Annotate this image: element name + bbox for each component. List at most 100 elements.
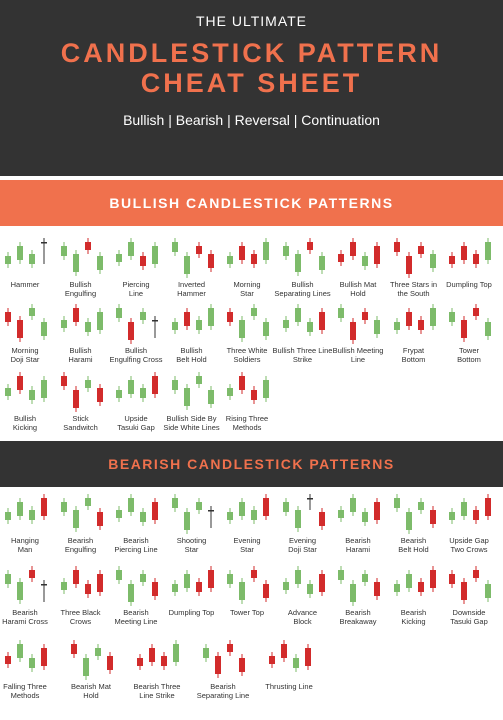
bearish-candle bbox=[318, 312, 325, 330]
candlestick-pattern-icon bbox=[171, 304, 214, 334]
bearish-pattern: Three Black Crows bbox=[51, 562, 111, 626]
bearish-candle bbox=[350, 322, 356, 340]
bullish-candle bbox=[293, 658, 299, 668]
bullish-candle bbox=[116, 308, 122, 318]
bullish-candle bbox=[227, 256, 233, 264]
doji-candle bbox=[41, 584, 47, 586]
bearish-candle bbox=[72, 390, 79, 408]
bullish-candle bbox=[195, 502, 202, 510]
candlestick-pattern-icon bbox=[393, 494, 436, 534]
bearish-candle bbox=[84, 242, 91, 250]
bullish-section-title: BULLISH CANDLESTICK PATTERNS bbox=[109, 195, 394, 211]
pattern-label: Bearish Belt Hold bbox=[398, 536, 429, 554]
bullish-candle bbox=[128, 242, 134, 256]
bullish-candle bbox=[152, 246, 158, 264]
candlestick-pattern-icon bbox=[282, 566, 325, 598]
pattern-label: Thrusting Line bbox=[265, 682, 313, 691]
bullish-pattern: Morning Doji Star bbox=[0, 300, 55, 364]
bullish-candle bbox=[362, 574, 368, 582]
bullish-candle bbox=[83, 658, 89, 676]
pattern-label: Tower Top bbox=[229, 608, 265, 617]
bearish-candle bbox=[72, 570, 79, 584]
bearish-candle bbox=[318, 574, 325, 592]
candlestick-pattern-icon bbox=[60, 372, 103, 412]
candlestick-pattern-icon bbox=[171, 494, 214, 534]
bearish-candle bbox=[29, 570, 35, 578]
candlestick-pattern-icon bbox=[227, 566, 269, 604]
pattern-label: Bearish Piercing Line bbox=[114, 536, 158, 554]
bearish-section-title: BEARISH CANDLESTICK PATTERNS bbox=[108, 456, 395, 472]
bullish-candle bbox=[282, 502, 289, 512]
bullish-candle bbox=[116, 510, 122, 518]
doji-candle bbox=[41, 242, 47, 244]
candlestick-pattern-icon bbox=[5, 566, 47, 604]
candlestick-pattern-icon bbox=[116, 304, 158, 344]
bearish-pattern: Bearish Meeting Line bbox=[106, 562, 166, 626]
bullish-candle bbox=[41, 322, 47, 336]
bearish-candle bbox=[417, 320, 424, 330]
bullish-candle bbox=[96, 312, 103, 330]
pattern-label: Three Black Crows bbox=[60, 608, 101, 626]
bullish-candle bbox=[140, 388, 146, 398]
bearish-pattern: Thrusting Line bbox=[259, 636, 319, 691]
bullish-candle bbox=[449, 512, 455, 520]
bearish-candle bbox=[96, 512, 103, 526]
pattern-label: Bullish Mat Hold bbox=[339, 280, 377, 298]
candlestick-pattern-icon bbox=[393, 566, 436, 596]
bullish-candle bbox=[171, 498, 178, 508]
bearish-candle bbox=[183, 312, 190, 326]
bullish-candle bbox=[183, 256, 190, 274]
bearish-pattern: Bearish Engulfing bbox=[51, 490, 111, 554]
bullish-candle bbox=[485, 584, 491, 598]
bullish-candle bbox=[84, 322, 91, 332]
candlestick-pattern-icon bbox=[203, 640, 245, 678]
bullish-pattern: Bullish Side By Side White Lines bbox=[162, 368, 222, 432]
pattern-label: Falling Three Methods bbox=[3, 682, 47, 700]
bearish-candle bbox=[473, 308, 479, 316]
bullish-candle bbox=[203, 648, 209, 658]
bearish-candle bbox=[305, 648, 311, 666]
pattern-label: Inverted Hammer bbox=[177, 280, 206, 298]
bullish-candle bbox=[393, 584, 400, 592]
bearish-candle bbox=[96, 574, 103, 592]
bearish-candle bbox=[17, 376, 23, 390]
pattern-label: Upside Tasuki Gap bbox=[117, 414, 155, 432]
candlestick-pattern-icon bbox=[269, 640, 311, 672]
candlestick-pattern-icon bbox=[116, 494, 158, 526]
candlestick-pattern-icon bbox=[282, 494, 325, 532]
pattern-label: Hanging Man bbox=[11, 536, 39, 554]
bullish-candle bbox=[207, 390, 214, 404]
bearish-candle bbox=[195, 582, 202, 592]
bullish-candle bbox=[72, 254, 79, 272]
bullish-candle bbox=[207, 308, 214, 326]
bearish-candle bbox=[207, 254, 214, 268]
candlestick-pattern-icon bbox=[393, 304, 436, 334]
bearish-candle bbox=[41, 498, 47, 516]
bearish-candle bbox=[461, 246, 467, 260]
bearish-candle bbox=[374, 246, 380, 264]
pattern-label: Hammer bbox=[10, 280, 40, 289]
bullish-pattern: Bullish Engulfing Cross bbox=[106, 300, 166, 364]
bearish-candle bbox=[251, 570, 257, 578]
bearish-candle bbox=[251, 390, 257, 400]
pattern-label: Bullish Engulfing bbox=[64, 280, 97, 298]
bullish-candle bbox=[227, 512, 233, 520]
pattern-label: Bearish Separating Line bbox=[196, 682, 250, 700]
bullish-candle bbox=[5, 574, 11, 584]
bearish-pattern: Tower Top bbox=[217, 562, 277, 617]
bearish-candle bbox=[393, 242, 400, 252]
bearish-candle bbox=[362, 312, 368, 320]
bullish-candle bbox=[128, 584, 134, 602]
bearish-candle bbox=[149, 648, 155, 662]
bearish-candle bbox=[207, 570, 214, 588]
bearish-candle bbox=[429, 570, 436, 588]
bullish-candle bbox=[60, 246, 67, 256]
pattern-label: Three Stars in the South bbox=[389, 280, 438, 298]
candlestick-pattern-icon bbox=[449, 304, 491, 342]
bearish-candle bbox=[263, 498, 269, 516]
bullish-candle bbox=[173, 644, 179, 662]
candlestick-pattern-icon bbox=[282, 304, 325, 336]
bearish-candle bbox=[128, 322, 134, 340]
bullish-candle bbox=[116, 390, 122, 398]
bearish-pattern: Falling Three Methods bbox=[0, 636, 55, 700]
